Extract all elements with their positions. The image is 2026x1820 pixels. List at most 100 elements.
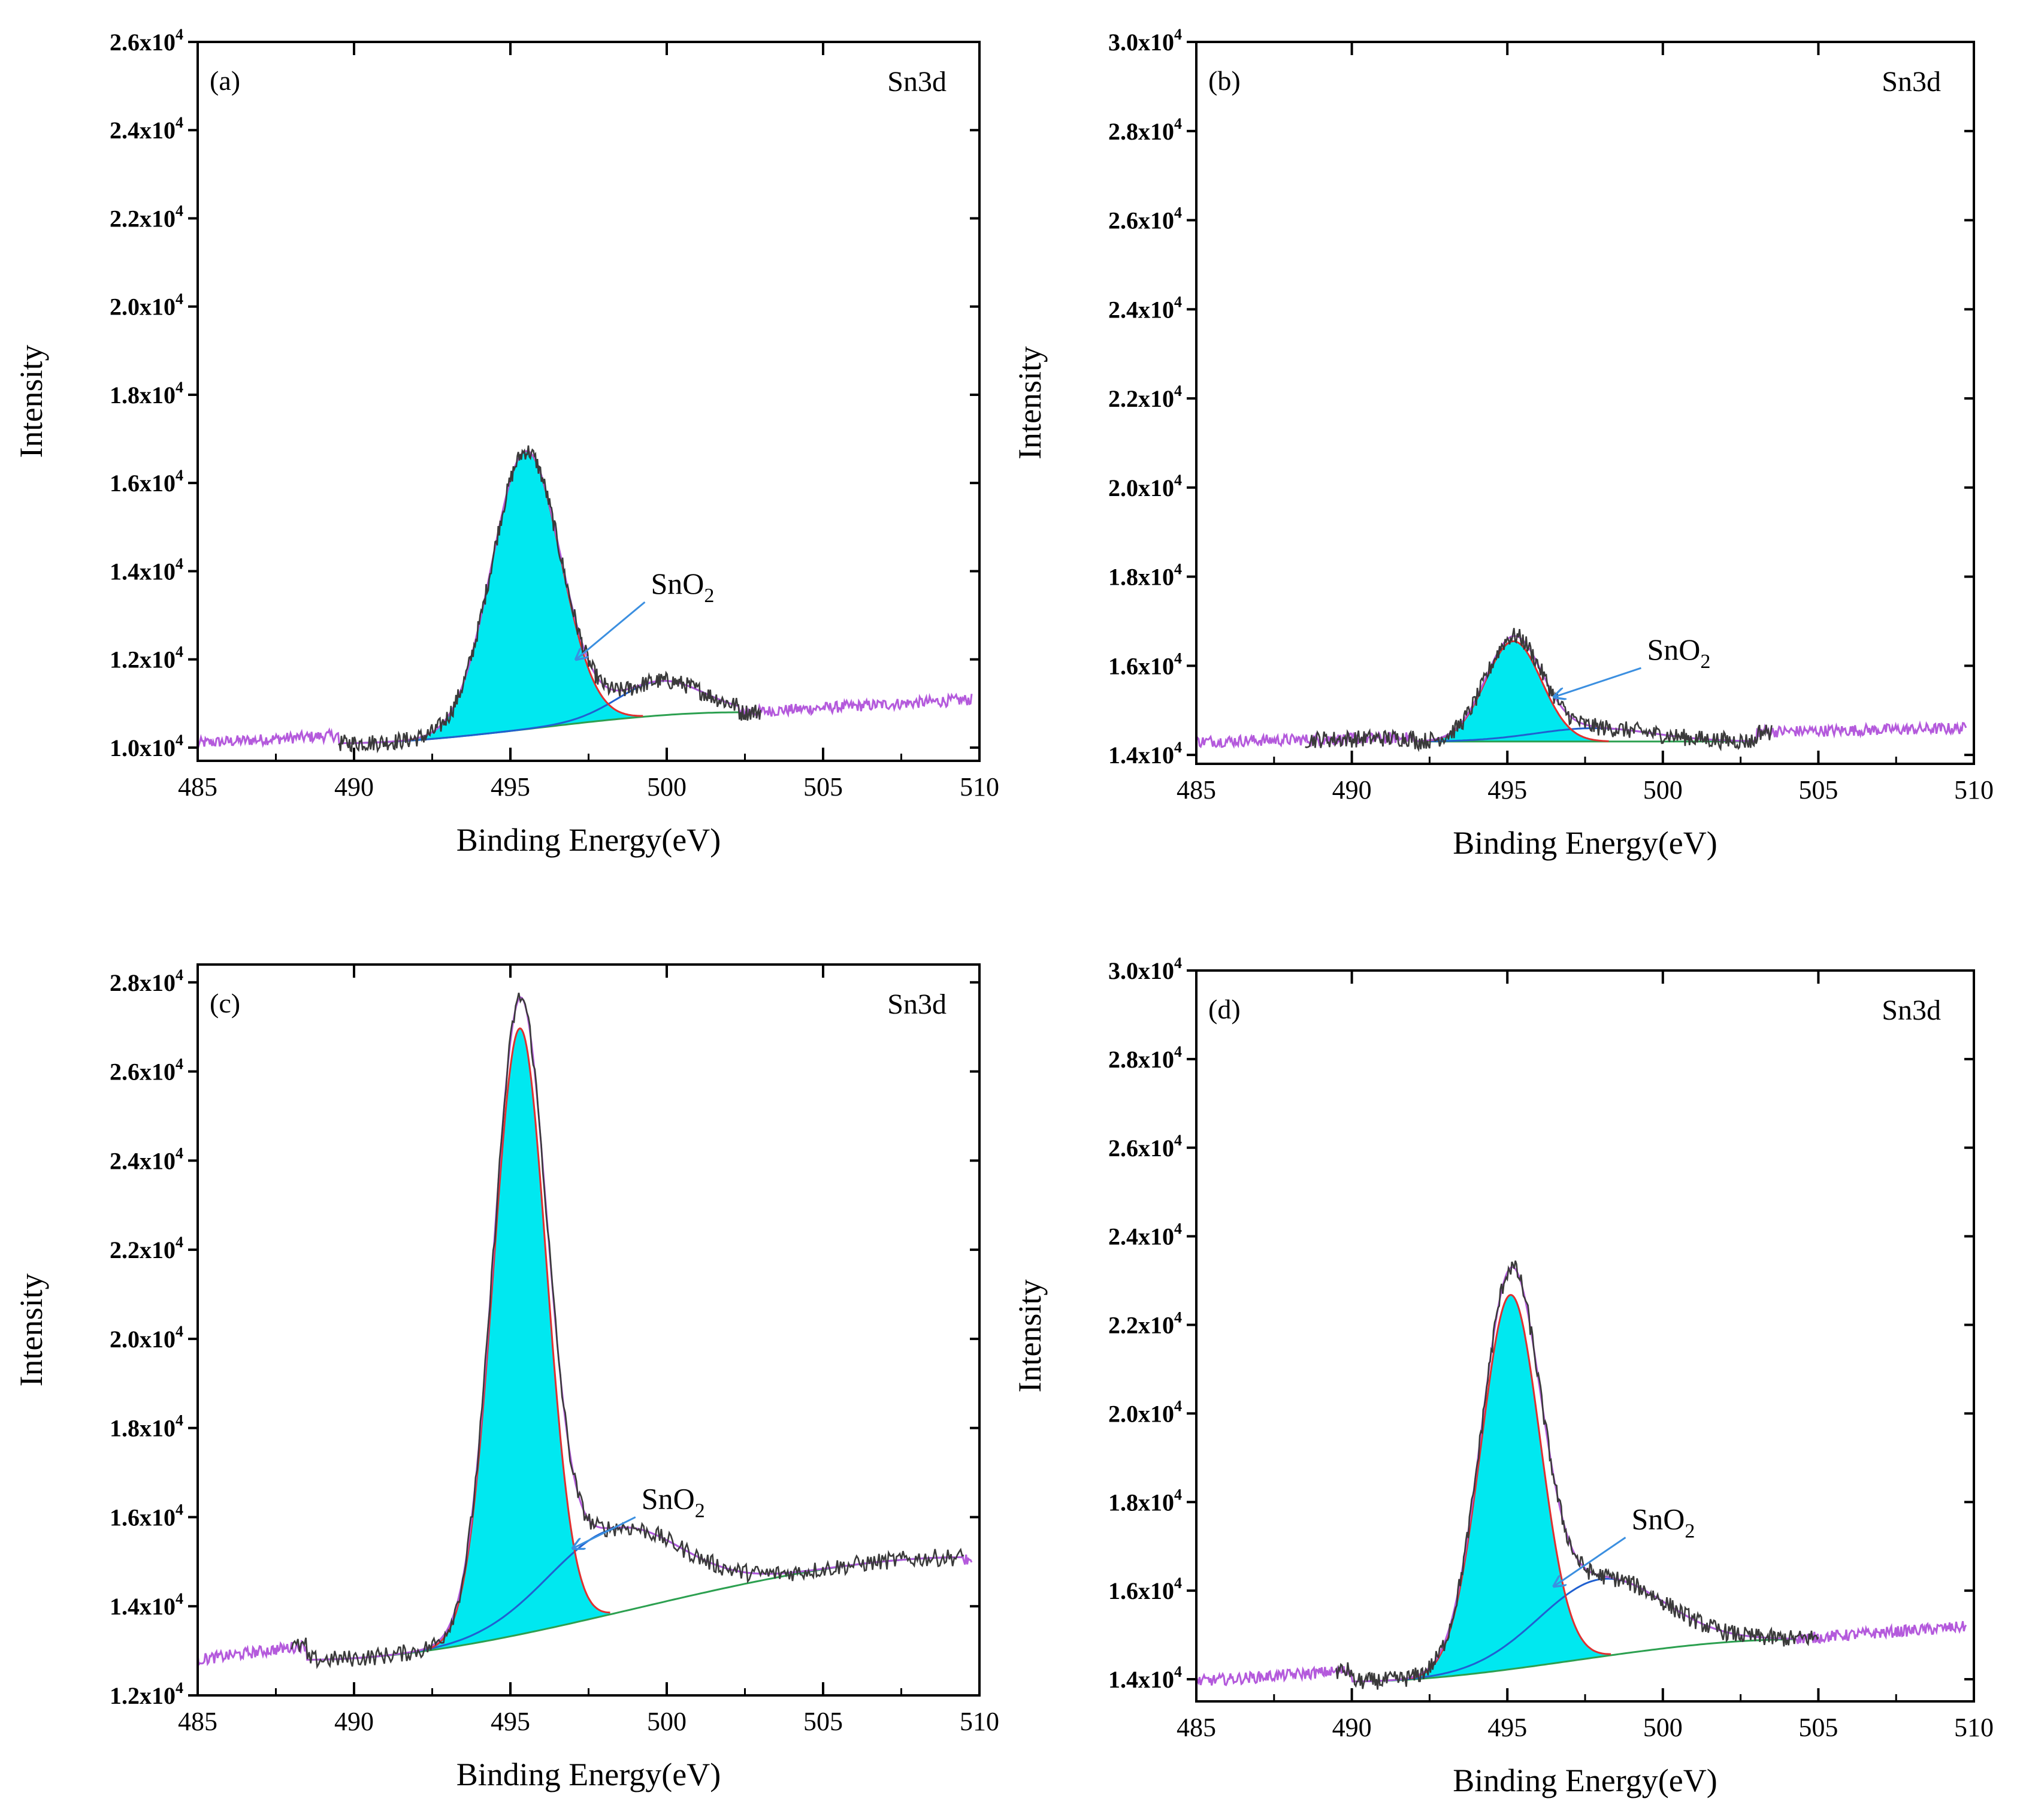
y-tick-label: 2.6x104 (110, 1056, 183, 1086)
y-tick-label: 1.6x104 (1108, 649, 1182, 679)
y-axis-label: Intensity (1012, 346, 1048, 459)
sno2-arrow (1554, 667, 1641, 697)
chart-panel: 485 490 495 500 505 510 1.4x104 1.6x104 1.8x104 2… (1012, 954, 1994, 1798)
y-tick-label: 2.0x104 (1108, 1397, 1182, 1427)
x-tick-label: 500 (1643, 1713, 1683, 1742)
panel-label: (c) (210, 988, 240, 1018)
x-tick-label: 500 (1643, 775, 1683, 805)
y-tick-label: 2.8x104 (1108, 115, 1182, 145)
panel-label: (a) (210, 65, 240, 96)
sno2-arrow (576, 601, 646, 660)
x-tick-label: 510 (1954, 1713, 1994, 1742)
sno2-arrow (573, 1516, 636, 1548)
y-tick-label: 1.2x104 (110, 643, 183, 673)
y-tick-label: 2.2x104 (1108, 382, 1182, 412)
chart-panel: 485 490 495 500 505 510 1.0x104 1.2x104 1.4x104 1… (13, 26, 999, 858)
sno2-annotation: SnO2 (1631, 1502, 1695, 1542)
x-tick-label: 495 (1487, 775, 1527, 805)
x-tick-label: 490 (334, 772, 374, 802)
y-tick-label: 1.2x104 (110, 1679, 183, 1709)
x-tick-label: 500 (647, 772, 687, 802)
y-tick-label: 1.6x104 (1108, 1574, 1182, 1604)
y-tick-label: 2.6x104 (110, 26, 183, 56)
y-tick-label: 1.0x104 (110, 731, 183, 761)
x-axis-label: Binding Energy(eV) (1453, 825, 1717, 861)
y-tick-label: 2.4x104 (1108, 1220, 1182, 1250)
sn3d-peak-fill (1410, 1295, 1611, 1680)
x-axis-label: Binding Energy(eV) (456, 1756, 721, 1792)
y-tick-label: 2.8x104 (110, 966, 183, 996)
y-tick-label: 1.8x104 (110, 1412, 183, 1442)
x-tick-label: 485 (1177, 1713, 1216, 1742)
plot-frame (1195, 41, 1975, 765)
raw-data-line (338, 445, 761, 754)
envelope-line (1195, 1266, 1967, 1686)
y-tick-label: 1.4x104 (110, 1590, 183, 1620)
y-tick-label: 1.6x104 (110, 1501, 183, 1531)
sn3d-peak-fill (429, 1028, 610, 1650)
x-tick-label: 485 (1177, 775, 1216, 805)
chart-panel: 485 490 495 500 505 510 1.4x104 1.6x104 1.8x104 2… (1012, 26, 1994, 861)
y-tick-label: 3.0x104 (1108, 954, 1182, 984)
plot-frame (196, 41, 981, 762)
x-tick-label: 495 (491, 772, 530, 802)
y-tick-label: 1.8x104 (1108, 1486, 1182, 1516)
x-tick-label: 495 (491, 1707, 530, 1736)
plot-frame (1195, 969, 1975, 1703)
x-tick-label: 490 (334, 1707, 374, 1736)
y-tick-label: 2.0x104 (1108, 471, 1182, 501)
x-axis-label: Binding Energy(eV) (1453, 1762, 1717, 1798)
y-tick-label: 1.8x104 (1108, 561, 1182, 591)
sn3d-peak-fill (1418, 641, 1609, 742)
y-tick-label: 2.0x104 (110, 1323, 183, 1353)
x-axis-label: Binding Energy(eV) (456, 822, 721, 858)
x-tick-label: 495 (1487, 1713, 1527, 1742)
x-tick-label: 500 (647, 1707, 687, 1736)
y-tick-label: 2.8x104 (1108, 1043, 1182, 1073)
y-tick-label: 1.8x104 (110, 379, 183, 409)
y-tick-label: 2.6x104 (1108, 1132, 1182, 1162)
y-axis-label: Intensity (1012, 1280, 1048, 1393)
x-tick-label: 510 (960, 772, 999, 802)
x-tick-label: 505 (1798, 775, 1838, 805)
x-tick-label: 505 (803, 1707, 843, 1736)
sno2-annotation: SnO2 (1647, 633, 1710, 673)
envelope-line (1195, 635, 1967, 749)
sn3d-peak-fill (409, 451, 643, 741)
raw-data-line (291, 993, 964, 1670)
sno2-arrow (1554, 1537, 1626, 1586)
x-tick-label: 505 (803, 772, 843, 802)
y-tick-label: 1.6x104 (110, 467, 183, 497)
sno2-annotation: SnO2 (651, 567, 714, 607)
sno2-annotation: SnO2 (642, 1482, 705, 1522)
y-tick-label: 1.4x104 (110, 555, 183, 585)
y-tick-label: 3.0x104 (1108, 26, 1182, 56)
y-tick-label: 2.2x104 (110, 1234, 183, 1263)
y-tick-label: 2.4x104 (110, 1144, 183, 1174)
y-tick-label: 2.0x104 (110, 291, 183, 321)
raw-data-line (1305, 628, 1773, 752)
x-tick-label: 510 (1954, 775, 1994, 805)
y-tick-label: 1.4x104 (1108, 1663, 1182, 1693)
corner-label: Sn3d (887, 66, 947, 98)
x-tick-label: 485 (178, 772, 217, 802)
x-tick-label: 490 (1332, 1713, 1372, 1742)
background-line (1351, 1638, 1797, 1683)
x-tick-label: 510 (960, 1707, 999, 1736)
chart-panel: 485 490 495 500 505 510 1.2x104 1.4x104 1.6x104 1… (13, 963, 999, 1792)
panel-label: (b) (1208, 65, 1241, 96)
y-tick-label: 2.4x104 (110, 114, 183, 144)
corner-label: Sn3d (1882, 994, 1941, 1026)
x-tick-label: 490 (1332, 775, 1372, 805)
y-tick-label: 2.2x104 (110, 202, 183, 232)
y-tick-label: 2.2x104 (1108, 1309, 1182, 1339)
sno2-component-line (322, 1526, 964, 1661)
y-tick-label: 2.6x104 (1108, 204, 1182, 234)
x-tick-label: 485 (178, 1707, 217, 1736)
raw-data-line (1335, 1260, 1819, 1690)
plot-frame (196, 963, 981, 1697)
panel-label: (d) (1208, 994, 1241, 1024)
y-tick-label: 1.4x104 (1108, 739, 1182, 769)
y-axis-label: Intensity (13, 1274, 49, 1387)
